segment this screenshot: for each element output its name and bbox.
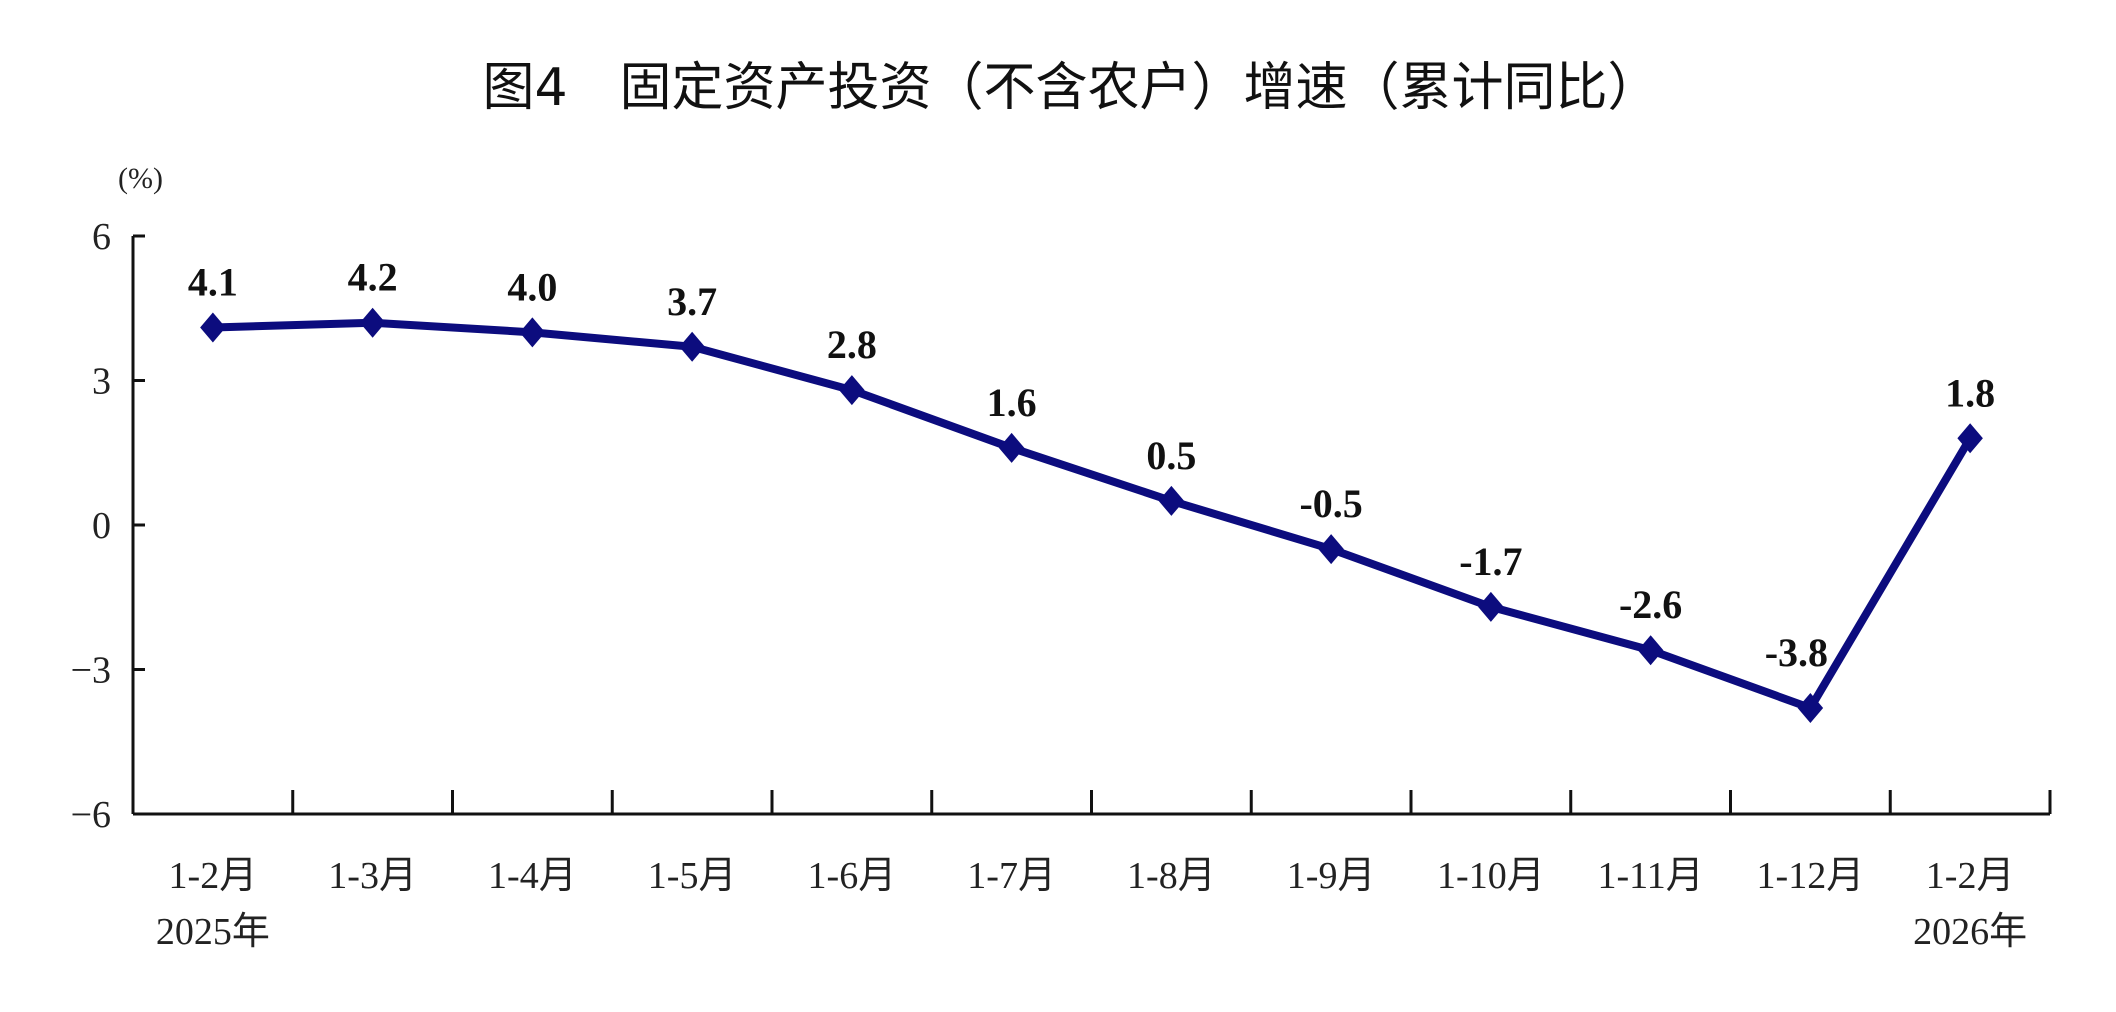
x-tick-label: 1-10月 xyxy=(1437,855,1545,897)
x-tick-sublabel: 2025年 xyxy=(156,911,270,953)
data-label: 4.0 xyxy=(507,264,557,309)
x-tick-label: 1-6月 xyxy=(808,855,897,897)
axes: 6 3 0 −3 −6 1-2月 2025年 1-3月 1-4月 1-5月 1-6月 1-7月 1-8月… xyxy=(71,216,2052,953)
data-point-marker xyxy=(839,375,865,406)
data-point-marker xyxy=(200,312,226,343)
x-tick-label: 1-5月 xyxy=(648,855,737,897)
data-point-marker xyxy=(519,317,546,348)
data-point-marker xyxy=(1957,423,1983,454)
y-tick-label: 3 xyxy=(92,361,111,403)
x-tick-label: 1-4月 xyxy=(488,855,577,897)
series-line: 4.1 4.2 4.0 3.7 2.8 1.6 0.5 -0.5 -1.7 -2.6 -3.8 1.8 xyxy=(188,255,1995,724)
data-label: -1.7 xyxy=(1459,539,1522,584)
y-tick-label: 0 xyxy=(92,505,111,547)
data-label: -3.8 xyxy=(1765,630,1828,675)
x-tick-label: 1-11月 xyxy=(1598,855,1704,897)
x-tick-sublabel: 2026年 xyxy=(1913,911,2027,953)
data-label: 4.1 xyxy=(188,260,238,305)
x-tick-label: 1-3月 xyxy=(328,855,417,897)
y-tick-label: 6 xyxy=(92,216,111,258)
data-label: 1.8 xyxy=(1945,370,1995,415)
x-tick-label: 1-2月 xyxy=(169,855,258,897)
x-tick-label: 1-8月 xyxy=(1127,855,1216,897)
data-point-marker xyxy=(1478,591,1504,622)
data-point-marker xyxy=(359,307,386,338)
x-tick-label: 1-7月 xyxy=(967,855,1056,897)
y-tick-label: −3 xyxy=(71,650,111,692)
x-tick-label: 1-2月 xyxy=(1926,855,2015,897)
data-point-marker xyxy=(679,331,705,362)
y-tick-label: −6 xyxy=(71,794,111,836)
data-label: 0.5 xyxy=(1146,433,1196,478)
data-label: -2.6 xyxy=(1619,582,1682,627)
chart-title: 图4 固定资产投资（不含农户）增速（累计同比） xyxy=(482,58,1659,118)
data-point-marker xyxy=(1797,693,1824,724)
data-label: 4.2 xyxy=(348,255,398,300)
x-tick-label: 1-9月 xyxy=(1287,855,1376,897)
data-label: -0.5 xyxy=(1299,481,1362,526)
series-line-path xyxy=(212,318,1974,713)
data-point-marker xyxy=(998,432,1025,463)
data-label: 3.7 xyxy=(667,279,717,324)
data-label: 2.8 xyxy=(827,322,877,367)
data-point-marker xyxy=(1158,485,1185,516)
y-axis-unit: (%) xyxy=(118,162,163,195)
x-tick-label: 1-12月 xyxy=(1757,855,1865,897)
data-point-marker xyxy=(1318,534,1344,565)
data-point-marker xyxy=(1637,635,1664,666)
data-label: 1.6 xyxy=(987,380,1037,425)
